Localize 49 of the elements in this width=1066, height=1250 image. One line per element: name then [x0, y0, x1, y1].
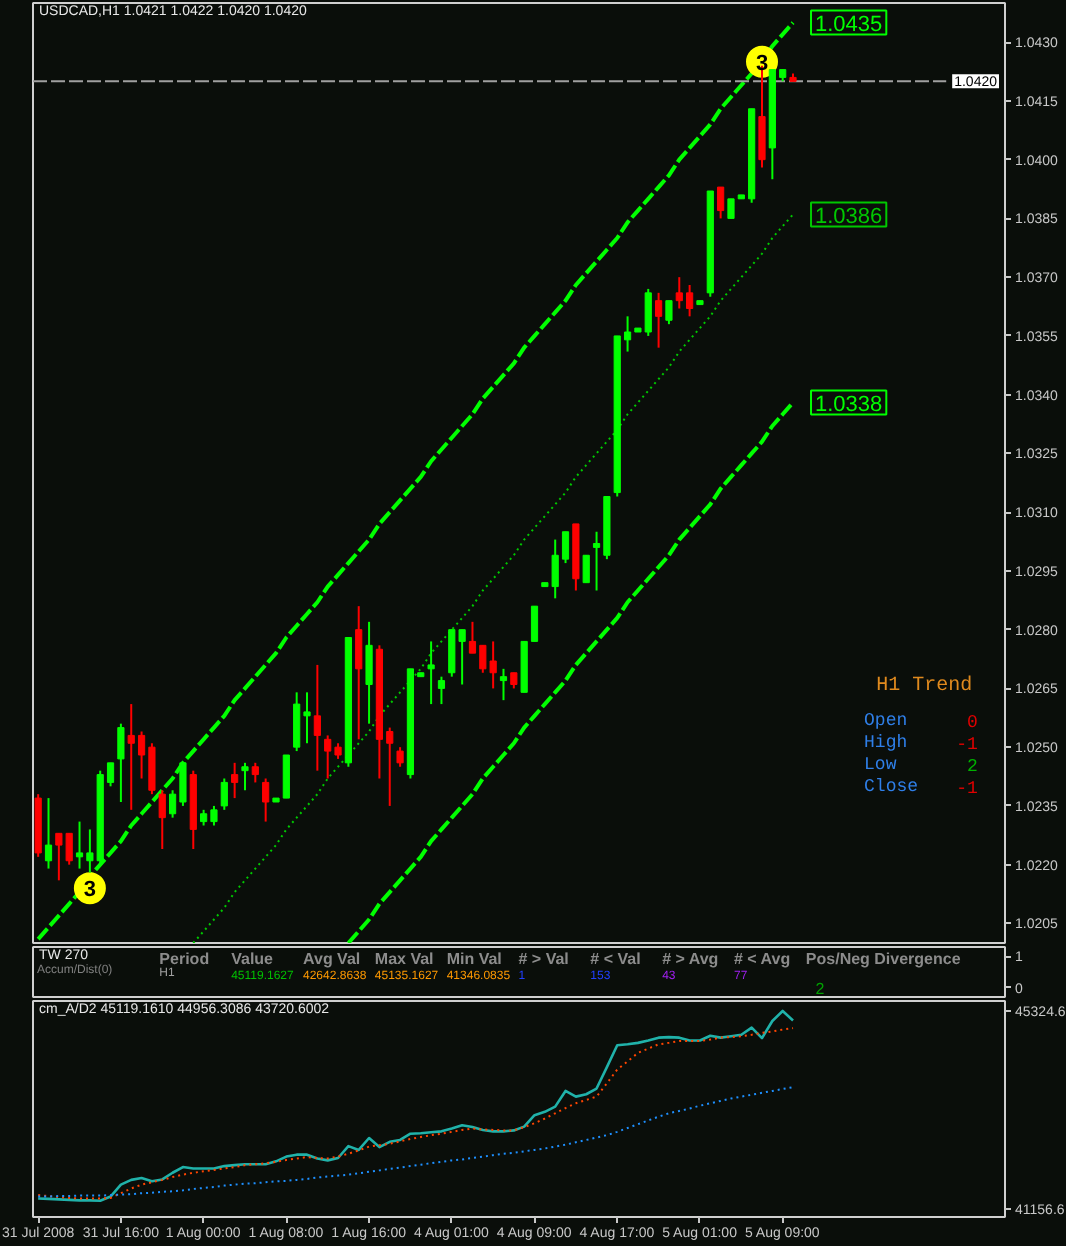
- candlestick: [396, 746, 404, 768]
- annotation: Period: [159, 950, 210, 968]
- text: 3: [83, 878, 96, 903]
- data-label: 1.0435: [815, 12, 883, 37]
- candlestick: [158, 789, 166, 850]
- data-label: 1.0386: [815, 204, 883, 229]
- annotation: Low: [864, 755, 898, 776]
- annotation: Max Val: [374, 950, 434, 968]
- annotation: 0: [966, 713, 978, 734]
- annotation: 2: [966, 757, 978, 778]
- candlestick: [437, 675, 446, 706]
- series-label: 3: [755, 51, 769, 76]
- line-series: [346, 400, 796, 943]
- annotation: Close: [864, 777, 919, 798]
- candlestick: [231, 761, 239, 800]
- annotation: # < Avg: [734, 950, 791, 968]
- data-label: 1.0338: [815, 392, 883, 417]
- candlestick: [654, 291, 663, 349]
- candlestick: [427, 640, 435, 706]
- candlestick: [355, 605, 363, 741]
- annotation: # < Val: [590, 950, 641, 968]
- annotation: 2: [815, 980, 826, 998]
- candlestick: [727, 197, 735, 220]
- candlestick: [241, 761, 249, 792]
- candlestick: [582, 554, 590, 584]
- candlestick: [251, 761, 259, 784]
- annotation: # > Val: [518, 950, 569, 968]
- candlestick: [717, 186, 725, 220]
- candlestick: [665, 299, 673, 326]
- annotation: Min Val: [446, 950, 502, 968]
- annotation: -1: [956, 779, 978, 800]
- annotation: # > Avg: [662, 950, 719, 968]
- annotation: Avg Val: [303, 950, 361, 968]
- line-series: [37, 1086, 795, 1198]
- candlestick: [262, 777, 270, 823]
- annotation: Open: [864, 711, 908, 732]
- annotation: Value: [231, 950, 275, 968]
- line-series: [192, 213, 795, 943]
- candlestick: [499, 667, 508, 702]
- line-series: [36, 20, 796, 942]
- candlestick: [365, 620, 373, 725]
- candlestick: [220, 777, 228, 811]
- annotation: H1 Trend: [876, 674, 973, 699]
- annotation: -1: [956, 735, 978, 756]
- candlestick: [313, 663, 321, 772]
- annotation: High: [864, 733, 908, 754]
- candlestick: [117, 722, 125, 803]
- candlestick: [44, 797, 53, 870]
- annotation: Pos/Neg Divergence: [805, 950, 962, 968]
